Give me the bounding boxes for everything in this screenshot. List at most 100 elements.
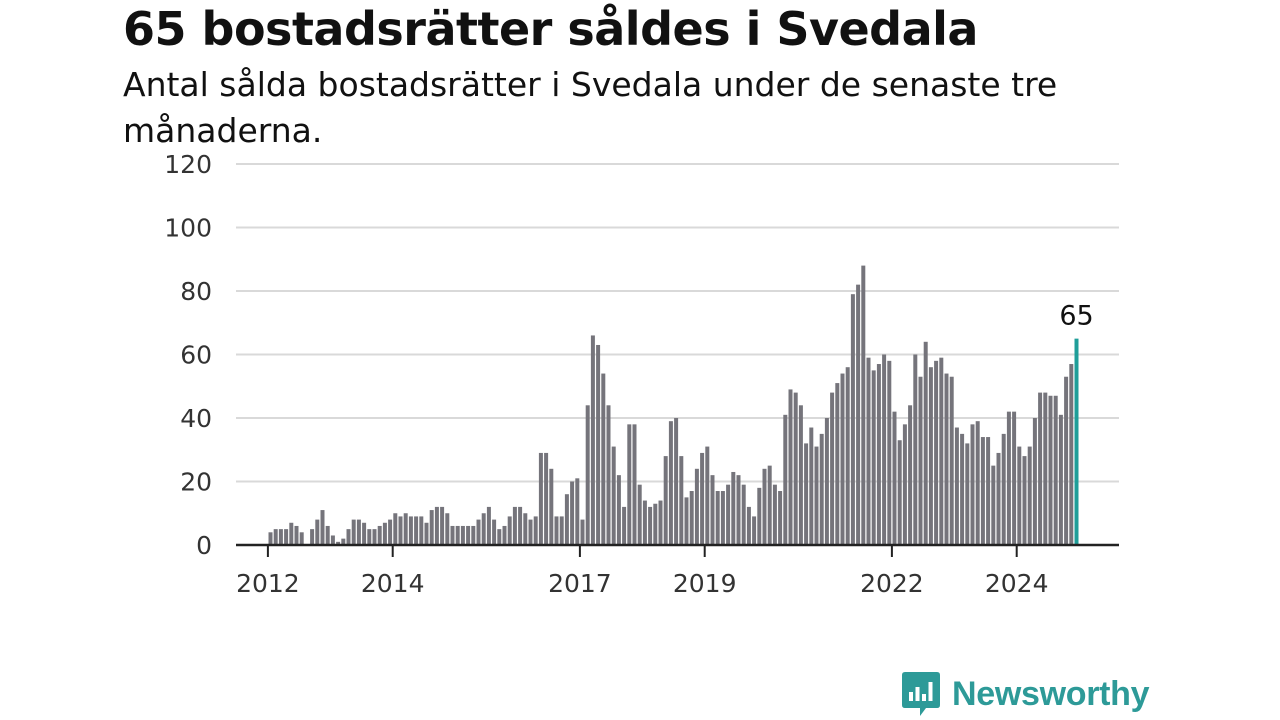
x-tick-label: 2019 [673,569,737,598]
bar [991,465,996,546]
bar [1053,395,1058,545]
bar [1001,433,1006,546]
bar [726,484,731,545]
bar [507,516,512,545]
x-tick-label: 2024 [985,569,1049,598]
bar [923,341,928,545]
bar [637,484,642,545]
bar [1064,376,1069,545]
bar [1027,446,1032,545]
brand-name: Newsworthy [952,674,1150,713]
bar [471,525,476,545]
bar [388,519,393,545]
bar [398,516,403,545]
bar [268,532,273,545]
chart-subtitle: Antal sålda bostadsrätter i Svedala unde… [123,65,1058,150]
bar [694,468,699,545]
bar [653,503,658,545]
bar [523,513,528,545]
bar [367,529,372,546]
bar [518,506,523,545]
bar [814,446,819,545]
bar [850,294,855,545]
bar [798,405,803,545]
bar [642,500,647,545]
highlight-value-label: 65 [1059,301,1093,332]
bar [876,364,881,545]
bar [351,519,356,545]
bar [1069,364,1074,545]
bar [778,491,783,545]
bar [377,525,382,545]
bar [824,418,829,545]
bar [429,510,434,545]
bar [434,506,439,545]
bar [965,443,970,545]
bar [772,484,777,545]
y-tick-label: 60 [180,341,212,370]
bar [528,519,533,545]
newsworthy-logo-icon [902,672,940,716]
bar [372,529,377,546]
x-tick-label: 2014 [361,569,425,598]
bar [606,405,611,545]
bar [570,481,575,545]
bars [268,265,1079,546]
bar [715,491,720,545]
bar [689,491,694,545]
y-tick-label: 80 [180,277,212,306]
bar [408,516,413,545]
bar [455,525,460,545]
bar [960,433,965,546]
bar [585,405,590,545]
bar [897,440,902,545]
bar [419,516,424,545]
bar [788,389,793,545]
bar [492,519,497,545]
bar [1048,395,1053,545]
bar [746,506,751,545]
bar [892,411,897,545]
bar [944,373,949,545]
bar [622,506,627,545]
bar [320,510,325,545]
y-tick-label: 0 [196,531,212,560]
bar [481,513,486,545]
bar [845,367,850,545]
bar [658,500,663,545]
bar [767,465,772,546]
bar [1022,456,1027,545]
bar [840,373,845,545]
bar [856,284,861,545]
bar [554,516,559,545]
bar [970,424,975,545]
bar [949,376,954,545]
bar [1012,411,1017,545]
bar [616,475,621,545]
bar [804,443,809,545]
bar [887,360,892,545]
bar [980,437,985,545]
bar [861,265,866,545]
bar [668,421,673,545]
bar [278,529,283,546]
bar [752,516,757,545]
bar [928,367,933,545]
y-tick-label: 100 [164,214,212,243]
bar [757,487,762,545]
bar [273,529,278,546]
brand-logo: Newsworthy [900,670,1150,718]
bar [336,541,341,545]
bar [476,519,481,545]
bar [294,525,299,545]
bar [939,357,944,545]
bar [710,475,715,545]
bar [986,437,991,545]
bar [502,525,507,545]
bar [559,516,564,545]
bar [809,427,814,545]
bar [684,497,689,546]
annotations: 65 [1059,301,1093,332]
bar [793,392,798,545]
bar [299,532,304,545]
